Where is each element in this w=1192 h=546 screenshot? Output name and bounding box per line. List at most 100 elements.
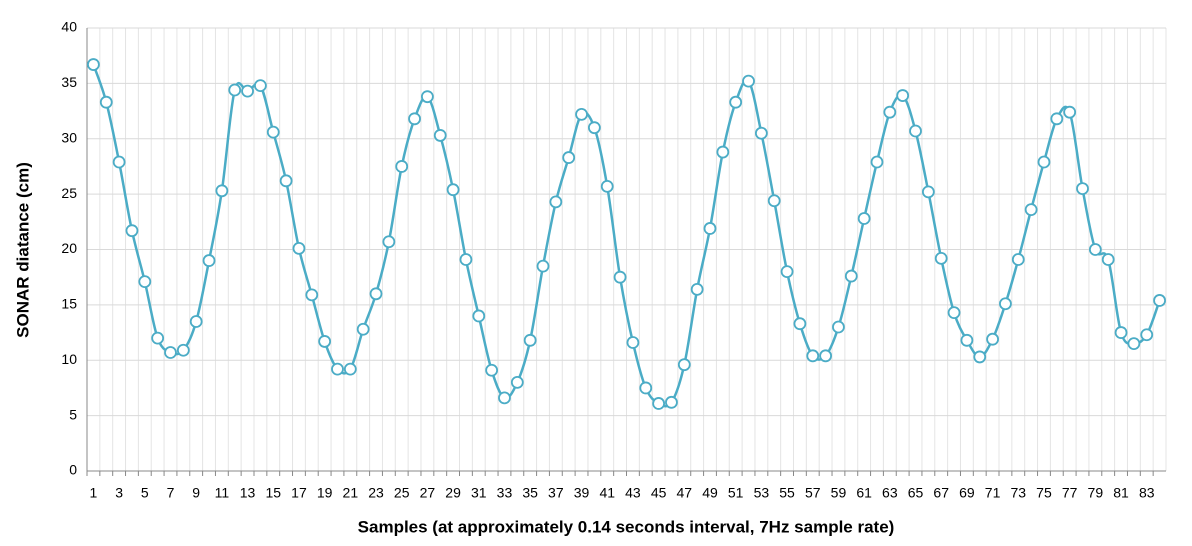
point bbox=[279, 174, 293, 188]
point bbox=[729, 95, 743, 109]
point bbox=[343, 362, 357, 376]
x-tick-label: 39 bbox=[574, 485, 590, 501]
point bbox=[703, 222, 717, 235]
point bbox=[896, 89, 910, 102]
point bbox=[742, 74, 755, 88]
x-tick-label: 63 bbox=[882, 485, 898, 501]
y-tick-label: 35 bbox=[61, 74, 77, 90]
point bbox=[125, 224, 139, 238]
x-tick-label: 11 bbox=[215, 485, 230, 501]
point bbox=[369, 287, 383, 301]
point bbox=[973, 350, 987, 364]
point bbox=[215, 184, 229, 198]
x-tick-label: 17 bbox=[291, 485, 307, 501]
x-tick-label: 15 bbox=[265, 485, 281, 501]
point bbox=[549, 195, 563, 209]
point bbox=[575, 107, 588, 121]
point bbox=[587, 121, 601, 135]
point bbox=[1063, 105, 1077, 119]
point bbox=[1088, 243, 1102, 256]
x-tick-label: 19 bbox=[317, 485, 333, 501]
point bbox=[459, 253, 473, 266]
x-tick-label: 47 bbox=[677, 485, 693, 501]
point bbox=[292, 241, 306, 255]
point bbox=[1076, 182, 1089, 195]
point bbox=[921, 185, 935, 199]
point bbox=[677, 358, 691, 372]
point bbox=[189, 315, 203, 328]
point bbox=[305, 288, 319, 302]
point bbox=[626, 336, 640, 349]
point bbox=[1024, 203, 1038, 217]
x-tick-label: 1 bbox=[90, 485, 98, 501]
point bbox=[266, 125, 280, 139]
point bbox=[832, 320, 845, 334]
point bbox=[99, 95, 113, 109]
point bbox=[883, 105, 897, 119]
point bbox=[241, 84, 254, 98]
x-tick-label: 51 bbox=[728, 485, 744, 501]
x-tick-label: 23 bbox=[368, 485, 384, 501]
y-tick-label: 25 bbox=[61, 185, 77, 201]
y-tick-label: 15 bbox=[61, 296, 77, 312]
point bbox=[138, 275, 152, 289]
x-tick-label: 25 bbox=[394, 485, 410, 501]
point bbox=[1101, 253, 1115, 266]
x-tick-label: 3 bbox=[115, 485, 123, 501]
x-tick-label: 21 bbox=[343, 485, 359, 501]
point bbox=[523, 333, 537, 347]
point bbox=[408, 112, 421, 126]
point bbox=[793, 317, 807, 331]
point bbox=[446, 183, 460, 197]
x-tick-label: 67 bbox=[933, 485, 949, 501]
x-tick-label: 75 bbox=[1036, 485, 1052, 501]
x-tick-label: 71 bbox=[985, 485, 1001, 501]
x-tick-label: 73 bbox=[1010, 485, 1026, 501]
point bbox=[613, 270, 627, 284]
point bbox=[665, 395, 678, 409]
point bbox=[1011, 253, 1025, 266]
point bbox=[947, 306, 961, 320]
x-axis-title: Samples (at approximately 0.14 seconds i… bbox=[358, 517, 895, 536]
point bbox=[999, 297, 1012, 311]
point bbox=[433, 129, 447, 142]
x-tick-label: 33 bbox=[497, 485, 513, 501]
point bbox=[909, 124, 922, 138]
point bbox=[254, 79, 267, 92]
x-tick-label: 35 bbox=[522, 485, 538, 501]
point bbox=[228, 83, 242, 97]
point bbox=[356, 322, 370, 336]
point bbox=[1037, 155, 1051, 169]
point bbox=[1114, 326, 1128, 339]
y-tick-label: 20 bbox=[61, 240, 77, 256]
x-tick-label: 45 bbox=[651, 485, 667, 501]
point bbox=[780, 265, 794, 279]
point bbox=[934, 251, 948, 265]
x-tick-label: 29 bbox=[445, 485, 461, 501]
y-tick-label: 5 bbox=[69, 406, 77, 422]
point bbox=[176, 343, 190, 357]
x-tick-label: 13 bbox=[240, 485, 256, 501]
point bbox=[112, 155, 126, 169]
x-tick-label: 27 bbox=[420, 485, 436, 501]
x-tick-label: 83 bbox=[1139, 485, 1155, 501]
point bbox=[819, 349, 833, 363]
x-tick-label: 69 bbox=[959, 485, 975, 501]
point bbox=[1050, 112, 1064, 126]
point bbox=[536, 259, 550, 273]
point bbox=[1140, 328, 1154, 342]
point bbox=[844, 269, 858, 283]
x-tick-label: 31 bbox=[471, 485, 487, 501]
point bbox=[600, 179, 614, 193]
point bbox=[420, 90, 434, 104]
point bbox=[1153, 294, 1166, 307]
y-axis-title: SONAR diatance (cm) bbox=[13, 162, 32, 338]
point bbox=[202, 254, 216, 267]
x-tick-label: 77 bbox=[1062, 485, 1078, 501]
point bbox=[510, 375, 524, 389]
point bbox=[485, 363, 499, 377]
x-tick-label: 7 bbox=[167, 485, 175, 501]
x-tick-label: 81 bbox=[1113, 485, 1129, 501]
point bbox=[318, 335, 332, 348]
point bbox=[870, 155, 884, 169]
